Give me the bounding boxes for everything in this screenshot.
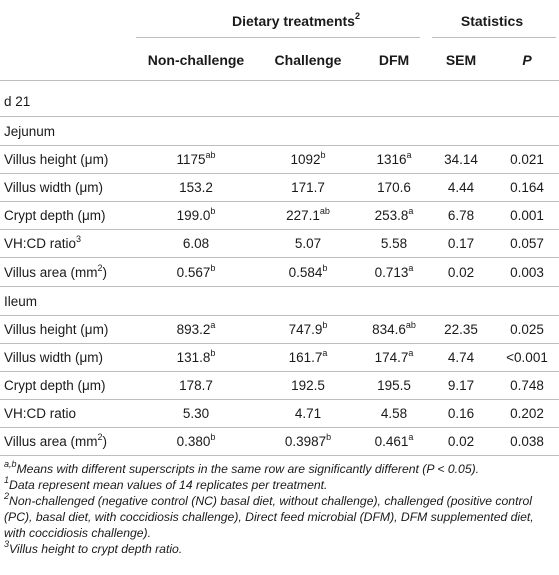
section-label-d21: d 21 bbox=[4, 94, 31, 109]
cell-dfm: 5.58 bbox=[380, 236, 408, 251]
row-label: Villus width (μm) bbox=[4, 350, 104, 365]
row-label: VH:CD ratio3 bbox=[4, 233, 82, 251]
row-rule bbox=[0, 201, 559, 202]
cell-dfm: 195.5 bbox=[377, 378, 411, 393]
cell-dfm: 0.461a bbox=[374, 431, 414, 449]
cell-sem: 0.02 bbox=[447, 434, 475, 449]
group1-underline bbox=[136, 37, 420, 38]
row-label: Crypt depth (μm) bbox=[4, 378, 106, 393]
row-rule bbox=[0, 229, 559, 230]
row-label: Villus width (μm) bbox=[4, 180, 104, 195]
row-rule bbox=[0, 343, 559, 344]
cell-challenge: 227.1ab bbox=[286, 205, 330, 223]
cell-p: 0.001 bbox=[510, 208, 544, 223]
col-header-sem: SEM bbox=[445, 52, 477, 68]
cell-p: <0.001 bbox=[506, 350, 548, 365]
cell-non-challenge: 153.2 bbox=[179, 180, 213, 195]
table-bottom-rule bbox=[0, 455, 559, 456]
cell-non-challenge: 6.08 bbox=[182, 236, 210, 251]
col-header-dfm: DFM bbox=[378, 52, 410, 68]
cell-sem: 4.44 bbox=[447, 180, 475, 195]
cell-challenge: 1092b bbox=[290, 149, 326, 167]
row-label: Villus height (μm) bbox=[4, 152, 109, 167]
cell-challenge: 0.584b bbox=[288, 262, 328, 280]
section-label-jejunum: Jejunum bbox=[4, 124, 56, 139]
cell-dfm: 253.8a bbox=[374, 205, 414, 223]
cell-non-challenge: 178.7 bbox=[179, 378, 213, 393]
row-label: Villus height (μm) bbox=[4, 322, 109, 337]
cell-challenge: 171.7 bbox=[291, 180, 325, 195]
col-header-challenge: Challenge bbox=[274, 52, 342, 68]
row-rule bbox=[0, 315, 559, 316]
cell-sem: 6.78 bbox=[447, 208, 475, 223]
col-header-non-challenge: Non-challenge bbox=[147, 52, 245, 68]
cell-non-challenge: 0.567b bbox=[176, 262, 216, 280]
row-rule bbox=[0, 116, 559, 117]
cell-challenge: 5.07 bbox=[294, 236, 322, 251]
cell-dfm: 0.713a bbox=[374, 262, 414, 280]
row-rule bbox=[0, 286, 559, 287]
row-label: Crypt depth (μm) bbox=[4, 208, 106, 223]
cell-sem: 0.17 bbox=[447, 236, 475, 251]
cell-p: 0.021 bbox=[510, 152, 544, 167]
cell-p: 0.748 bbox=[510, 378, 544, 393]
cell-non-challenge: 131.8b bbox=[176, 347, 216, 365]
cell-p: 0.164 bbox=[510, 180, 544, 195]
group2-underline bbox=[432, 37, 556, 38]
row-rule bbox=[0, 371, 559, 372]
col-header-p: P bbox=[522, 52, 532, 68]
cell-p: 0.057 bbox=[510, 236, 544, 251]
footnote-ratio: 3Villus height to crypt depth ratio. bbox=[4, 538, 183, 556]
cell-p: 0.025 bbox=[510, 322, 544, 337]
row-rule bbox=[0, 257, 559, 258]
footnote-significance: a,bMeans with different superscripts in … bbox=[4, 458, 480, 476]
footnote-replicates: 1Data represent mean values of 14 replic… bbox=[4, 474, 328, 492]
row-rule bbox=[0, 427, 559, 428]
row-rule bbox=[0, 399, 559, 400]
cell-dfm: 170.6 bbox=[377, 180, 411, 195]
cell-challenge: 747.9b bbox=[288, 319, 328, 337]
cell-dfm: 174.7a bbox=[374, 347, 414, 365]
cell-dfm: 4.58 bbox=[380, 406, 408, 421]
row-label: VH:CD ratio bbox=[4, 406, 77, 421]
row-label: Villus area (mm2) bbox=[4, 262, 108, 280]
cell-non-challenge: 199.0b bbox=[176, 205, 216, 223]
cell-non-challenge: 1175ab bbox=[176, 149, 216, 167]
cell-challenge: 0.3987b bbox=[284, 431, 332, 449]
cell-non-challenge: 893.2a bbox=[176, 319, 216, 337]
group-dietary-treatments: Dietary treatments2 bbox=[232, 11, 360, 29]
header-rule bbox=[0, 80, 559, 81]
group-statistics: Statistics bbox=[460, 13, 524, 29]
row-rule bbox=[0, 145, 559, 146]
cell-p: 0.038 bbox=[510, 434, 544, 449]
cell-sem: 34.14 bbox=[444, 152, 478, 167]
cell-challenge: 192.5 bbox=[291, 378, 325, 393]
cell-non-challenge: 5.30 bbox=[182, 406, 210, 421]
cell-sem: 0.02 bbox=[447, 265, 475, 280]
cell-p: 0.202 bbox=[510, 406, 544, 421]
row-label: Villus area (mm2) bbox=[4, 431, 108, 449]
cell-sem: 4.74 bbox=[447, 350, 475, 365]
cell-dfm: 1316a bbox=[376, 149, 412, 167]
cell-challenge: 161.7a bbox=[288, 347, 328, 365]
row-rule bbox=[0, 173, 559, 174]
cell-sem: 9.17 bbox=[447, 378, 475, 393]
cell-p: 0.003 bbox=[510, 265, 544, 280]
cell-dfm: 834.6ab bbox=[372, 319, 416, 337]
cell-challenge: 4.71 bbox=[294, 406, 322, 421]
cell-sem: 0.16 bbox=[447, 406, 475, 421]
cell-non-challenge: 0.380b bbox=[176, 431, 216, 449]
footnote-treatments: 2Non-challenged (negative control (NC) b… bbox=[4, 490, 534, 540]
cell-sem: 22.35 bbox=[444, 322, 478, 337]
section-label-ileum: Ileum bbox=[4, 294, 38, 309]
